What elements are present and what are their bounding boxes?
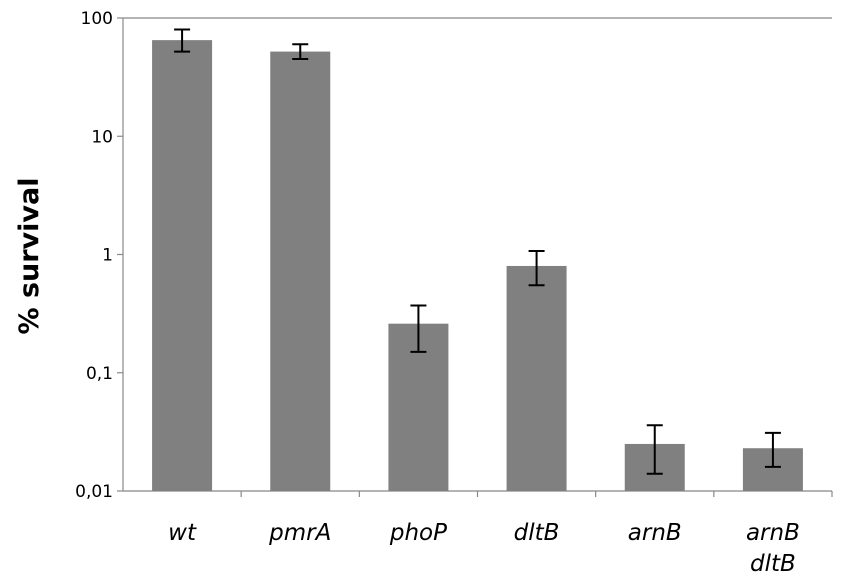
error-bars xyxy=(174,28,781,475)
y-axis-title: % survival xyxy=(14,178,45,335)
bar xyxy=(506,265,567,491)
x-tick-label: arnB xyxy=(746,520,800,546)
y-tick-label: 0,01 xyxy=(75,482,113,502)
x-tick-label: dltB xyxy=(750,551,796,577)
bar xyxy=(270,51,331,491)
x-tick-label: pmrA xyxy=(268,520,331,546)
x-tick-label: phoP xyxy=(389,520,447,546)
y-tick-label: 100 xyxy=(81,9,113,29)
y-tick-labels: 0,01 0,1 1 10 100 xyxy=(75,9,113,502)
axes xyxy=(117,17,833,497)
x-tick-labels: wt pmrA phoP dltB arnB arnB dltB xyxy=(168,520,800,577)
y-tick-label: 10 xyxy=(91,127,113,147)
y-tick-label: 0,1 xyxy=(86,364,113,384)
bar xyxy=(152,40,213,492)
x-tick-label: wt xyxy=(168,520,197,546)
bars xyxy=(152,40,803,492)
x-tick-label: dltB xyxy=(514,520,560,546)
x-tick-label: arnB xyxy=(628,520,682,546)
y-tick-label: 1 xyxy=(102,246,113,266)
